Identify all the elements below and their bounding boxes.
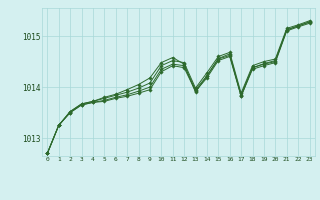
Text: Graphe pression niveau de la mer (hPa): Graphe pression niveau de la mer (hPa) (68, 180, 252, 189)
